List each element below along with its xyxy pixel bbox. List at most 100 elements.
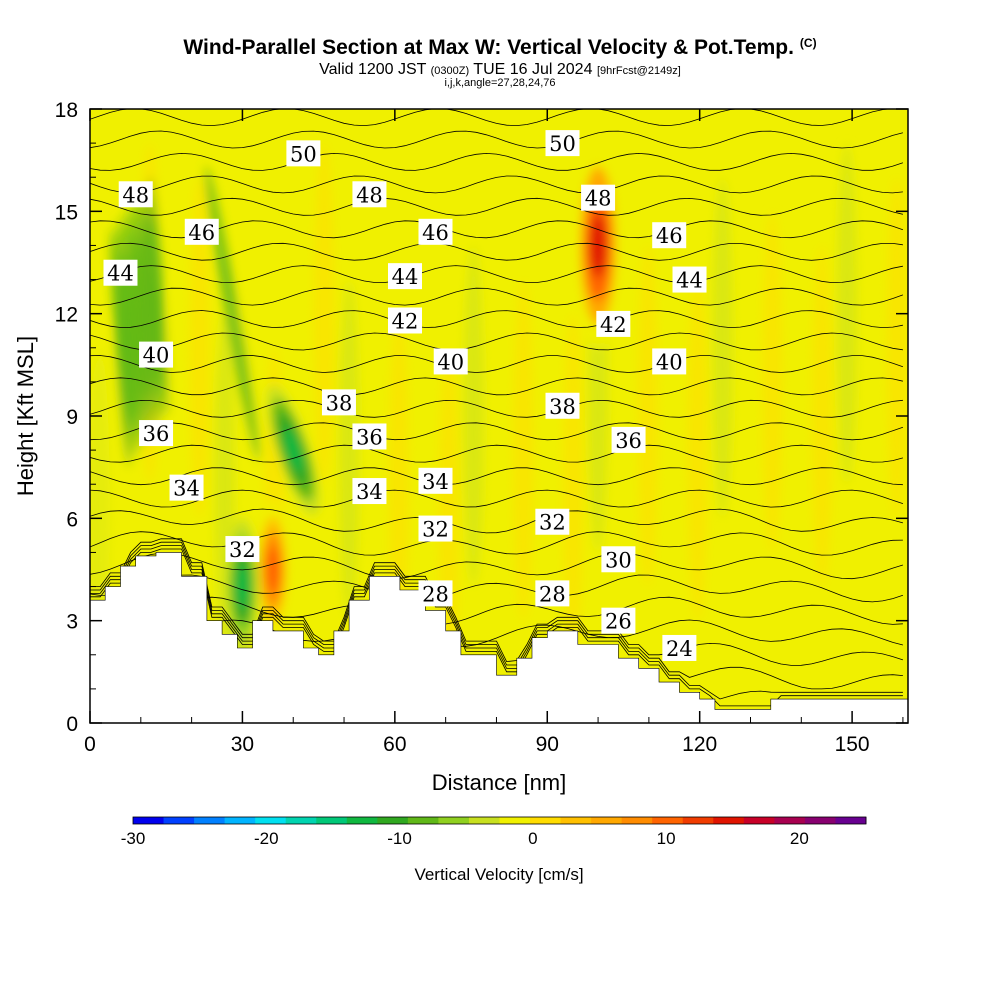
contour-label-box	[225, 536, 260, 563]
contour-label: 24	[662, 634, 697, 661]
colorbar-swatch	[194, 817, 226, 824]
contour-label-box	[652, 222, 687, 249]
x-tick-label: 30	[231, 733, 254, 756]
field-texture	[637, 246, 658, 586]
contour-label-text: 42	[392, 309, 419, 333]
x-tick-label: 90	[536, 733, 559, 756]
contour-label-text: 24	[666, 637, 693, 661]
y-tick-label: 6	[66, 508, 78, 531]
contour-label-box	[118, 181, 153, 208]
theta-contour	[90, 596, 903, 625]
contour-label-box	[184, 218, 219, 245]
colorbar-swatch	[621, 817, 653, 824]
contour-label-box	[352, 181, 387, 208]
contour-label: 40	[433, 348, 468, 375]
theta-contour	[90, 265, 903, 284]
colorbar-swatch	[682, 817, 714, 824]
contour-label-text: 44	[676, 269, 703, 293]
contour-label-box	[662, 634, 697, 661]
y-tick-label: 9	[66, 406, 78, 429]
theta-contour	[90, 152, 904, 171]
field-streak	[205, 165, 260, 462]
y-tick-label: 12	[55, 304, 78, 327]
colorbar-swatch	[346, 817, 378, 824]
field-streak	[110, 228, 131, 468]
contour-label-text: 36	[615, 429, 642, 453]
contour-label-text: 40	[656, 350, 683, 374]
contour-label: 50	[545, 130, 580, 157]
contour-label-text: 42	[600, 313, 627, 337]
chart-title: Wind-Parallel Section at Max W: Vertical…	[0, 36, 1000, 60]
field-texture	[488, 143, 509, 484]
contour-label-box	[433, 348, 468, 375]
contour-label-box	[418, 467, 453, 494]
colorbar: -30 -20 -10 0 10 20	[121, 816, 867, 848]
colorbar-swatch	[438, 817, 470, 824]
theta-contour	[90, 310, 903, 329]
colorbar-swatch	[133, 817, 165, 824]
contour-label-box	[352, 478, 387, 505]
contour-label-text: 50	[290, 142, 317, 166]
contour-label-text: 46	[656, 224, 683, 248]
contour-label: 28	[418, 580, 453, 607]
colorbar-swatch	[530, 817, 562, 824]
field-texture	[886, 177, 907, 518]
contour-label-box	[286, 140, 321, 167]
y-axis-label: Height [Kft MSL]	[13, 336, 38, 496]
contour-label: 44	[103, 259, 138, 286]
contour-label: 32	[418, 515, 453, 542]
colorbar-swatch	[743, 817, 775, 824]
field-texture	[687, 280, 708, 621]
theta-contour	[90, 545, 903, 700]
contour-label-text: 36	[143, 422, 170, 446]
colorbar-swatch	[163, 817, 195, 824]
contour-label-text: 30	[605, 548, 632, 572]
contour-label-box	[611, 426, 646, 453]
theta-contour	[90, 422, 904, 441]
colorbar-swatch	[224, 817, 256, 824]
title-unit: (C)	[799, 36, 817, 50]
contour-label-box	[103, 259, 138, 286]
contour-label-text: 48	[122, 183, 149, 207]
x-axis-label: Distance [nm]	[432, 770, 567, 795]
y-tick-label: 15	[55, 201, 78, 224]
field-texture	[712, 177, 733, 518]
x-tick-label: 0	[84, 733, 96, 756]
contour-label: 46	[652, 222, 687, 249]
colorbar-swatch	[316, 817, 348, 824]
contour-label-text: 38	[549, 395, 576, 419]
colorbar-swatch	[255, 817, 287, 824]
theta-contour	[90, 489, 904, 508]
colorbar-swatch	[468, 817, 500, 824]
contour-label-box	[545, 392, 580, 419]
colorbar-swatch	[652, 817, 684, 824]
field-texture	[812, 246, 833, 586]
contour-label: 26	[601, 607, 636, 634]
contour-label: 36	[611, 426, 646, 453]
contour-label-box	[352, 423, 387, 450]
colorbar-swatch	[407, 817, 439, 824]
contour-label: 36	[139, 420, 174, 447]
colorbar-swatch	[377, 817, 409, 824]
theta-contour	[90, 538, 904, 666]
theta-contour	[90, 399, 903, 418]
contour-label-box	[169, 474, 204, 501]
theta-contour	[90, 619, 903, 647]
contour-label-text: 46	[188, 221, 215, 245]
contour-label-text: 32	[539, 511, 566, 535]
contour-label-text: 48	[585, 187, 612, 211]
theta-contour	[90, 552, 904, 580]
y-tick-label: 3	[66, 611, 78, 634]
theta-contour	[90, 377, 903, 396]
theta-contour	[90, 242, 903, 261]
contour-label: 28	[535, 580, 570, 607]
theta-contour	[90, 332, 903, 351]
colorbar-swatch	[560, 817, 592, 824]
theta-contour	[90, 574, 904, 603]
contour-label: 30	[601, 546, 636, 573]
contour-label: 46	[418, 218, 453, 245]
colorbar-swatch	[591, 817, 623, 824]
